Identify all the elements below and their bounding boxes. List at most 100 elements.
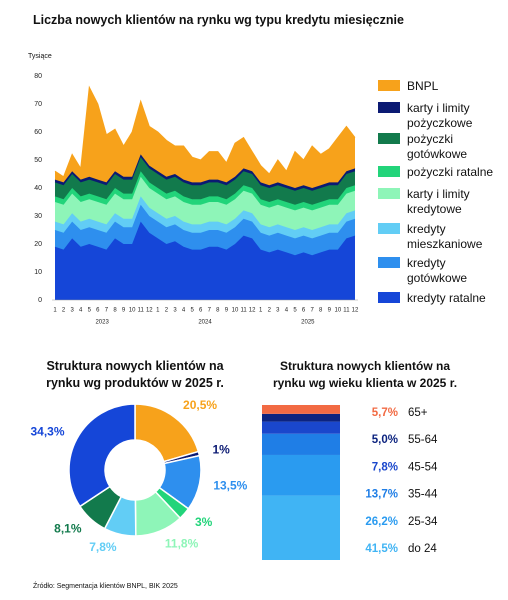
x-tick-label: 12	[352, 308, 359, 314]
x-tick-label: 1	[259, 308, 263, 314]
y-tick-label: 80	[34, 73, 42, 80]
legend-swatch	[378, 188, 400, 199]
x-tick-label: 8	[319, 308, 323, 314]
x-tick-label: 7	[310, 308, 314, 314]
legend-label: karty i limity pożyczkowe	[407, 101, 473, 130]
area-fill	[55, 176, 355, 230]
x-tick-label: 1	[53, 308, 57, 314]
y-tick-label: 20	[34, 241, 42, 248]
area-fill	[55, 154, 355, 191]
value-label: 13,7%	[365, 489, 398, 501]
area-fill	[55, 196, 355, 239]
category-label: 45-54	[408, 461, 438, 473]
value-label: 13,5%	[213, 478, 247, 492]
main-title: Liczba nowych klientów na rynku wg typu …	[33, 13, 404, 27]
category-label: 65+	[408, 407, 428, 419]
x-tick-label: 1	[156, 308, 160, 314]
area-fill	[55, 204, 355, 256]
value-label: 20,5%	[183, 398, 217, 412]
value-label: 7,8%	[89, 540, 117, 554]
legend-label: karty i limity kredytowe	[407, 187, 470, 216]
bar-segment	[262, 405, 340, 414]
bar-segment	[262, 413, 340, 422]
x-tick-label: 10	[335, 308, 342, 314]
x-tick-label: 3	[173, 308, 177, 314]
x-tick-label: 5	[293, 308, 297, 314]
legend-label: pożyczki ratalne	[407, 165, 494, 179]
x-tick-label: 9	[225, 308, 229, 314]
legend-swatch	[378, 292, 400, 303]
category-label: 55-64	[408, 434, 438, 446]
x-tick-label: 11	[138, 308, 145, 314]
x-tick-label: 6	[302, 308, 306, 314]
bar-segment	[262, 433, 340, 455]
legend-swatch	[378, 223, 400, 234]
x-tick-label: 8	[216, 308, 220, 314]
y-tick-label: 40	[34, 185, 42, 192]
legend-label: BNPL	[407, 79, 439, 93]
value-label: 26,2%	[365, 516, 398, 528]
y-tick-label: 0	[38, 297, 42, 304]
x-tick-label: 6	[199, 308, 203, 314]
year-label: 2025	[301, 320, 315, 326]
year-label: 2024	[198, 320, 212, 326]
y-tick-label: 10	[34, 269, 42, 276]
x-tick-label: 5	[88, 308, 92, 314]
x-tick-label: 8	[113, 308, 117, 314]
x-tick-label: 4	[79, 308, 83, 314]
bar-segment	[262, 421, 340, 434]
x-tick-label: 2	[165, 308, 169, 314]
x-tick-label: 10	[129, 308, 136, 314]
x-tick-label: 12	[249, 308, 256, 314]
value-label: 41,5%	[365, 543, 398, 555]
value-label: 7,8%	[372, 461, 398, 473]
legend-swatch	[378, 257, 400, 268]
x-tick-label: 3	[70, 308, 74, 314]
year-label: 2023	[95, 320, 109, 326]
legend-swatch	[378, 166, 400, 177]
category-label: 25-34	[408, 516, 438, 528]
area-fill	[55, 171, 355, 211]
y-tick-label: 60	[34, 129, 42, 136]
x-tick-label: 4	[182, 308, 186, 314]
legend-swatch	[378, 133, 400, 144]
bar-segment	[262, 495, 340, 560]
x-tick-label: 11	[240, 308, 247, 314]
x-tick-label: 9	[328, 308, 332, 314]
x-tick-label: 7	[105, 308, 109, 314]
legend-swatch	[378, 80, 400, 91]
donut-slice	[68, 403, 136, 508]
x-tick-label: 9	[122, 308, 126, 314]
y-axis-label: Tysiące	[28, 53, 52, 60]
value-label: 8,1%	[54, 522, 82, 536]
area-fill	[55, 221, 355, 300]
area-fill	[55, 157, 355, 205]
x-tick-label: 2	[268, 308, 272, 314]
x-tick-label: 12	[146, 308, 153, 314]
source: Źródło: Segmentacja klientów BNPL, BIK 2…	[33, 583, 178, 590]
value-label: 11,8%	[165, 536, 199, 550]
donut-slice	[134, 403, 200, 463]
legend-label: kredyty mieszkaniowe	[407, 222, 483, 251]
legend-swatch	[378, 102, 400, 113]
x-tick-label: 11	[343, 308, 350, 314]
legend-label: kredyty ratalne	[407, 291, 486, 305]
value-label: 3%	[195, 515, 213, 529]
value-label: 5,7%	[372, 407, 398, 419]
x-tick-label: 5	[190, 308, 194, 314]
legend-label: kredyty gotówkowe	[407, 256, 468, 285]
x-tick-label: 6	[96, 308, 100, 314]
y-tick-label: 50	[34, 157, 42, 164]
category-label: do 24	[408, 543, 437, 555]
bar-segment	[262, 454, 340, 496]
value-label: 5,0%	[372, 434, 398, 446]
bar-title: Struktura nowych klientów na rynku wg wi…	[272, 359, 458, 390]
x-tick-label: 10	[232, 308, 239, 314]
donut-title: Struktura nowych klientów na rynku wg pr…	[46, 359, 224, 390]
y-tick-label: 30	[34, 213, 42, 220]
category-label: 35-44	[408, 489, 438, 501]
area-edge	[54, 85, 356, 178]
y-tick-label: 70	[34, 101, 42, 108]
